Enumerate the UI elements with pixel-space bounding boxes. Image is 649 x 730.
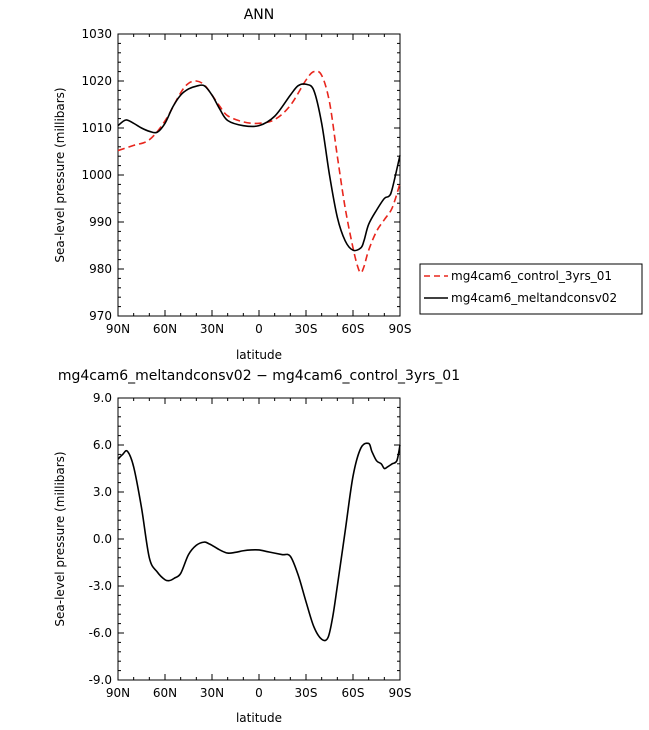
top-panel-title: ANN	[244, 7, 275, 23]
x-tick-label: 60N	[153, 322, 177, 336]
bottom-panel-title: mg4cam6_meltandconsv02 − mg4cam6_control…	[58, 368, 460, 384]
top-series-lines	[117, 70, 401, 274]
y-tick-label: 1020	[81, 74, 112, 88]
y-tick-label: 990	[89, 215, 112, 229]
x-tick-label: 60S	[342, 322, 365, 336]
bottom-y-axis-label: Sea-level pressure (millibars)	[53, 451, 67, 626]
x-tick-label: 30N	[200, 686, 224, 700]
x-tick-label: 30S	[295, 322, 318, 336]
legend-label-control: mg4cam6_control_3yrs_01	[451, 269, 612, 283]
top-y-ticks: 970 980 990 1000 1010 1020 1030	[81, 27, 400, 323]
legend-frame	[419, 263, 643, 315]
y-tick-label: -6.0	[89, 626, 112, 640]
top-y-axis-label: Sea-level pressure (millibars)	[53, 87, 67, 262]
bottom-panel: mg4cam6_meltandconsv02 − mg4cam6_control…	[53, 368, 460, 725]
series-line-0	[117, 442, 401, 642]
y-tick-label: 9.0	[93, 391, 112, 405]
bottom-x-ticks: 90N 60N 30N 0 30S 60S 90S	[106, 398, 412, 700]
y-tick-label: 3.0	[93, 485, 112, 499]
series-line-1	[117, 83, 401, 252]
x-tick-label: 60S	[342, 686, 365, 700]
top-panel: ANN 90N 60N 30N 0 30S 60S 90S 970 980 990 1000 101…	[53, 7, 411, 362]
x-tick-label: 0	[255, 686, 263, 700]
legend-label-meltandconsv: mg4cam6_meltandconsv02	[451, 291, 617, 305]
y-tick-label: -9.0	[89, 673, 112, 687]
x-tick-label: 90S	[389, 322, 412, 336]
top-x-axis-label: latitude	[236, 348, 282, 362]
y-tick-label: 1030	[81, 27, 112, 41]
y-tick-label: 980	[89, 262, 112, 276]
y-tick-label: -3.0	[89, 579, 112, 593]
x-tick-label: 90S	[389, 686, 412, 700]
y-tick-label: 970	[89, 309, 112, 323]
bottom-plot-frame	[117, 397, 401, 681]
bottom-series-lines	[117, 442, 401, 642]
y-tick-label: 6.0	[93, 438, 112, 452]
y-tick-label: 0.0	[93, 532, 112, 546]
bottom-x-axis-label: latitude	[236, 711, 282, 725]
x-tick-label: 30S	[295, 686, 318, 700]
legend: mg4cam6_control_3yrs_01 mg4cam6_meltandc…	[419, 263, 643, 315]
x-tick-label: 60N	[153, 686, 177, 700]
series-line-0	[117, 70, 401, 274]
top-plot-frame	[117, 33, 401, 317]
y-tick-label: 1010	[81, 121, 112, 135]
y-tick-label: 1000	[81, 168, 112, 182]
bottom-y-ticks: -9.0 -6.0 -3.0 0.0 3.0 6.0 9.0	[89, 391, 400, 687]
x-tick-label: 30N	[200, 322, 224, 336]
x-tick-label: 90N	[106, 686, 130, 700]
x-tick-label: 0	[255, 322, 263, 336]
top-x-ticks: 90N 60N 30N 0 30S 60S 90S	[106, 34, 412, 336]
x-tick-label: 90N	[106, 322, 130, 336]
